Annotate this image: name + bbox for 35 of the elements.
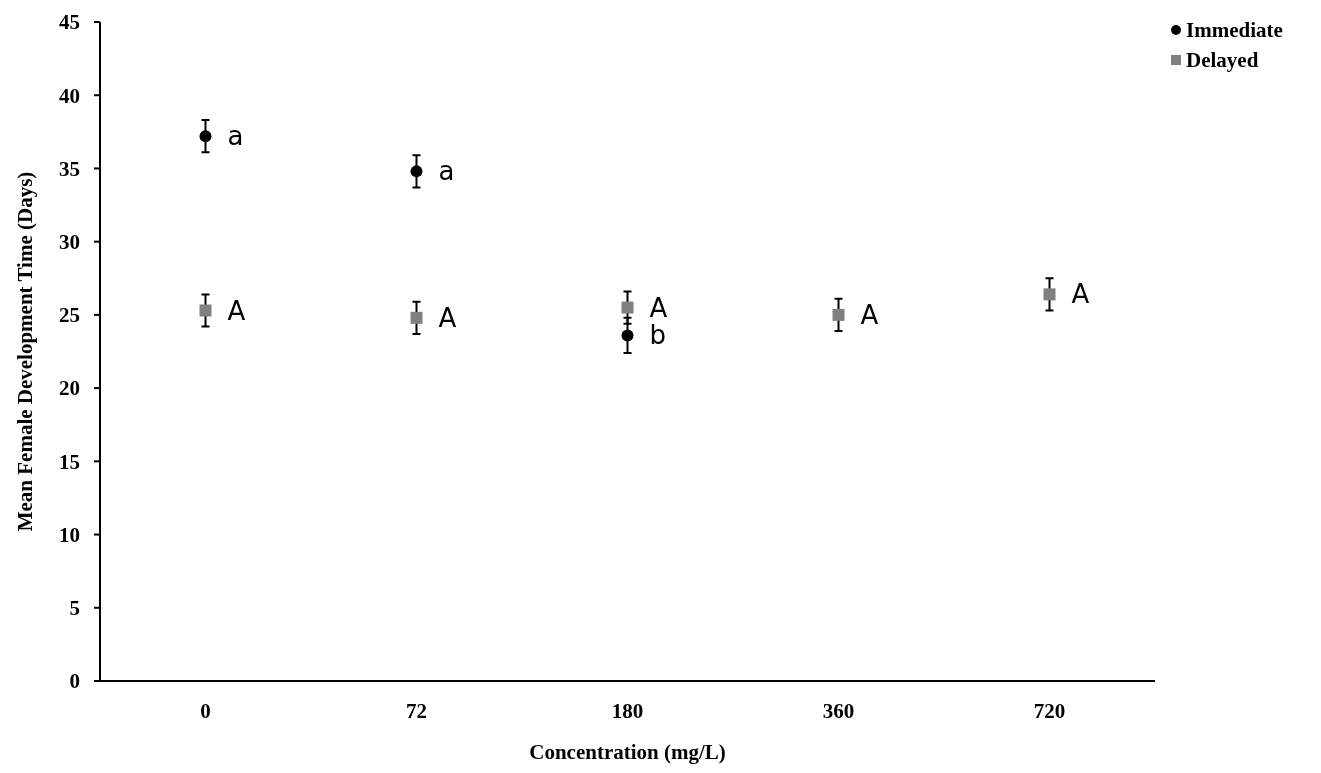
x-tick-label: 360 bbox=[822, 699, 855, 723]
y-tick-label: 45 bbox=[59, 10, 80, 35]
annotation: A bbox=[649, 292, 668, 323]
point bbox=[410, 165, 423, 178]
y-tick-label: 30 bbox=[59, 230, 80, 255]
legend-label: Immediate bbox=[1186, 18, 1283, 43]
y-tick-label: 5 bbox=[69, 596, 80, 621]
annotation: a bbox=[227, 121, 244, 152]
point bbox=[621, 329, 634, 342]
y-tick-label: 10 bbox=[59, 522, 80, 547]
x-tick-label: 72 bbox=[406, 699, 427, 723]
point bbox=[1043, 288, 1056, 301]
point bbox=[199, 304, 212, 317]
y-tick-label: 15 bbox=[59, 449, 80, 474]
annotation: A bbox=[1071, 279, 1090, 310]
point bbox=[621, 301, 634, 314]
annotation: A bbox=[438, 302, 457, 333]
annotation: A bbox=[860, 299, 879, 330]
annotation: a bbox=[438, 156, 455, 187]
legend-label: Delayed bbox=[1186, 48, 1259, 73]
point bbox=[199, 130, 212, 143]
point bbox=[832, 308, 845, 321]
y-tick-label: 25 bbox=[59, 303, 80, 328]
x-axis-title: Concentration (mg/L) bbox=[529, 740, 726, 764]
y-axis-title: Mean Female Development Time (Days) bbox=[13, 171, 37, 532]
x-tick-label: 720 bbox=[1033, 699, 1066, 723]
x-tick-label: 0 bbox=[200, 699, 211, 723]
y-tick-label: 0 bbox=[69, 669, 80, 694]
y-tick-label: 35 bbox=[59, 156, 80, 181]
annotation: A bbox=[227, 295, 246, 326]
y-tick-label: 20 bbox=[59, 376, 80, 401]
annotation: b bbox=[649, 320, 667, 351]
y-tick-label: 40 bbox=[59, 83, 80, 108]
x-tick-label: 180 bbox=[611, 699, 644, 723]
point bbox=[410, 311, 423, 324]
